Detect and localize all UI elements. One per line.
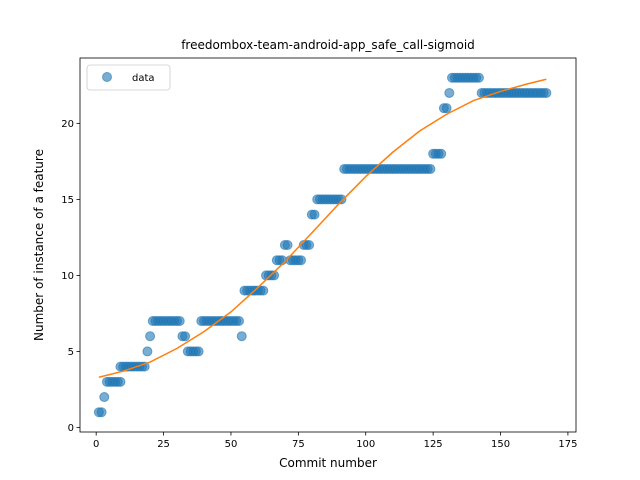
data-point [441, 103, 452, 114]
legend-label-data: data [132, 73, 155, 84]
data-point [282, 240, 293, 250]
y-axis-label: Number of instance of a feature [32, 149, 46, 341]
x-axis-label: Commit number [279, 456, 377, 470]
y-tick-label: 10 [61, 271, 74, 282]
fit-line [98, 78, 547, 378]
data-point [96, 407, 107, 418]
x-tick-label: 125 [424, 439, 443, 450]
x-tick-label: 150 [491, 439, 510, 450]
data-point [473, 72, 484, 83]
data-point [541, 87, 552, 98]
legend: data [86, 64, 171, 91]
data-point [258, 285, 269, 296]
x-tick-label: 100 [356, 439, 375, 450]
x-tick-label: 175 [558, 439, 577, 450]
data-point [180, 331, 191, 342]
data-point [309, 209, 320, 220]
data-point [193, 346, 204, 357]
data-point [99, 392, 110, 403]
chart-title: freedombox-team-android-app_safe_call-si… [181, 38, 475, 52]
x-tick-label: 75 [292, 439, 305, 450]
y-tick-label: 0 [68, 423, 74, 434]
x-tick-label: 50 [225, 439, 238, 450]
data-point [142, 346, 153, 357]
x-tick-label: 25 [157, 439, 170, 450]
y-axis: 0 5 10 15 20 [61, 119, 80, 434]
data-point [444, 87, 455, 98]
data-point [296, 255, 307, 266]
data-point [115, 376, 126, 387]
data-point [174, 316, 185, 327]
data-point [236, 331, 247, 342]
plot-area [93, 72, 552, 418]
x-axis: 0 25 50 75 100 125 150 175 [93, 432, 577, 450]
data-point [304, 240, 315, 250]
axes-frame [79, 57, 577, 433]
y-tick-label: 15 [61, 195, 74, 206]
data-point [436, 148, 447, 159]
data-point [145, 331, 156, 342]
legend-marker-data [102, 72, 112, 82]
legend-box [86, 64, 171, 91]
data-point [336, 194, 347, 205]
y-tick-label: 20 [61, 119, 74, 130]
data-point [425, 163, 436, 174]
y-tick-label: 5 [68, 347, 74, 358]
x-tick-label: 0 [93, 439, 99, 450]
data-point [234, 316, 245, 327]
